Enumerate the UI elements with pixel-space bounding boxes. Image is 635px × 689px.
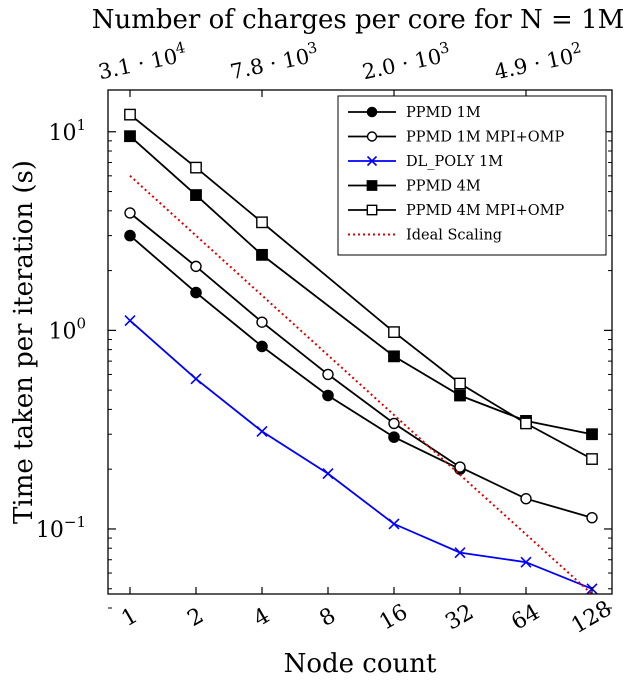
data-point — [190, 260, 202, 273]
data-point — [256, 425, 268, 437]
data-point — [388, 350, 400, 363]
data-point — [454, 389, 466, 402]
legend-label: Ideal Scaling — [406, 228, 502, 244]
legend-label: PPMD 4M MPI+OMP — [406, 203, 564, 219]
top-axis-label: Number of charges per core for N = 1M — [92, 5, 625, 35]
data-point — [124, 108, 136, 121]
legend-label: PPMD 1M — [406, 105, 481, 121]
data-point — [256, 216, 268, 229]
data-point — [586, 428, 598, 441]
data-point — [586, 511, 598, 524]
data-point — [256, 340, 268, 353]
data-point — [190, 286, 202, 299]
y-tick-label: 10−1 — [36, 513, 86, 543]
data-point — [124, 207, 136, 219]
legend-marker — [366, 131, 378, 142]
data-point — [520, 417, 532, 430]
data-point — [124, 229, 136, 242]
data-point — [124, 130, 136, 143]
series-ppmd-1m-mpi-omp — [124, 207, 598, 524]
series-line — [129, 175, 593, 595]
legend-label: DL_POLY 1M — [406, 154, 503, 170]
data-point — [388, 417, 400, 430]
legend-entry: PPMD 4M MPI+OMP — [348, 203, 564, 219]
legend-marker — [366, 180, 378, 191]
series-ppmd-1m — [124, 229, 466, 475]
data-point — [124, 315, 136, 327]
data-point — [256, 248, 268, 261]
legend-marker — [366, 155, 378, 167]
series-ppmd-4m-mpi-omp — [124, 108, 598, 465]
data-point — [322, 468, 334, 480]
plot-marks — [124, 108, 598, 595]
plot-frame — [107, 89, 613, 595]
y-tick-label: 100 — [48, 314, 86, 344]
data-point — [586, 453, 598, 465]
data-point — [190, 161, 202, 174]
legend-marker — [366, 106, 378, 118]
legend-entry: PPMD 1M — [348, 105, 481, 121]
axes — [107, 89, 613, 595]
data-point — [520, 493, 532, 505]
data-point — [388, 431, 400, 443]
y-tick-label: 101 — [48, 116, 86, 146]
data-point — [454, 377, 466, 390]
data-point — [520, 556, 532, 568]
series-line — [129, 234, 461, 471]
data-point — [322, 389, 334, 402]
legend: PPMD 1M PPMD 1M MPI+OMP DL_POLY 1M PPMD 4M P… — [337, 95, 607, 256]
series-ideal-scaling — [129, 175, 593, 595]
data-point — [388, 518, 400, 530]
data-point — [256, 316, 268, 328]
legend-marker — [366, 204, 378, 216]
series-line — [129, 212, 593, 519]
legend-entry: PPMD 1M MPI+OMP — [348, 130, 564, 146]
legend-entry: DL_POLY 1M — [348, 154, 503, 170]
data-point — [454, 461, 466, 473]
data-point — [190, 373, 202, 385]
legend-entry: Ideal Scaling — [348, 228, 502, 244]
series-dl-poly-1m — [124, 315, 598, 595]
data-point — [454, 547, 466, 559]
legend-box — [337, 95, 607, 256]
data-point — [322, 368, 334, 381]
y-axis-label: Time taken per iteration (s) — [9, 160, 39, 524]
series-line — [129, 319, 593, 590]
legend-label: PPMD 4M — [406, 179, 481, 195]
legend-entry: PPMD 4M — [348, 179, 481, 195]
data-point — [190, 189, 202, 201]
legend-label: PPMD 1M MPI+OMP — [406, 130, 564, 146]
x-axis-label: Node count — [284, 649, 437, 679]
data-point — [388, 326, 400, 339]
